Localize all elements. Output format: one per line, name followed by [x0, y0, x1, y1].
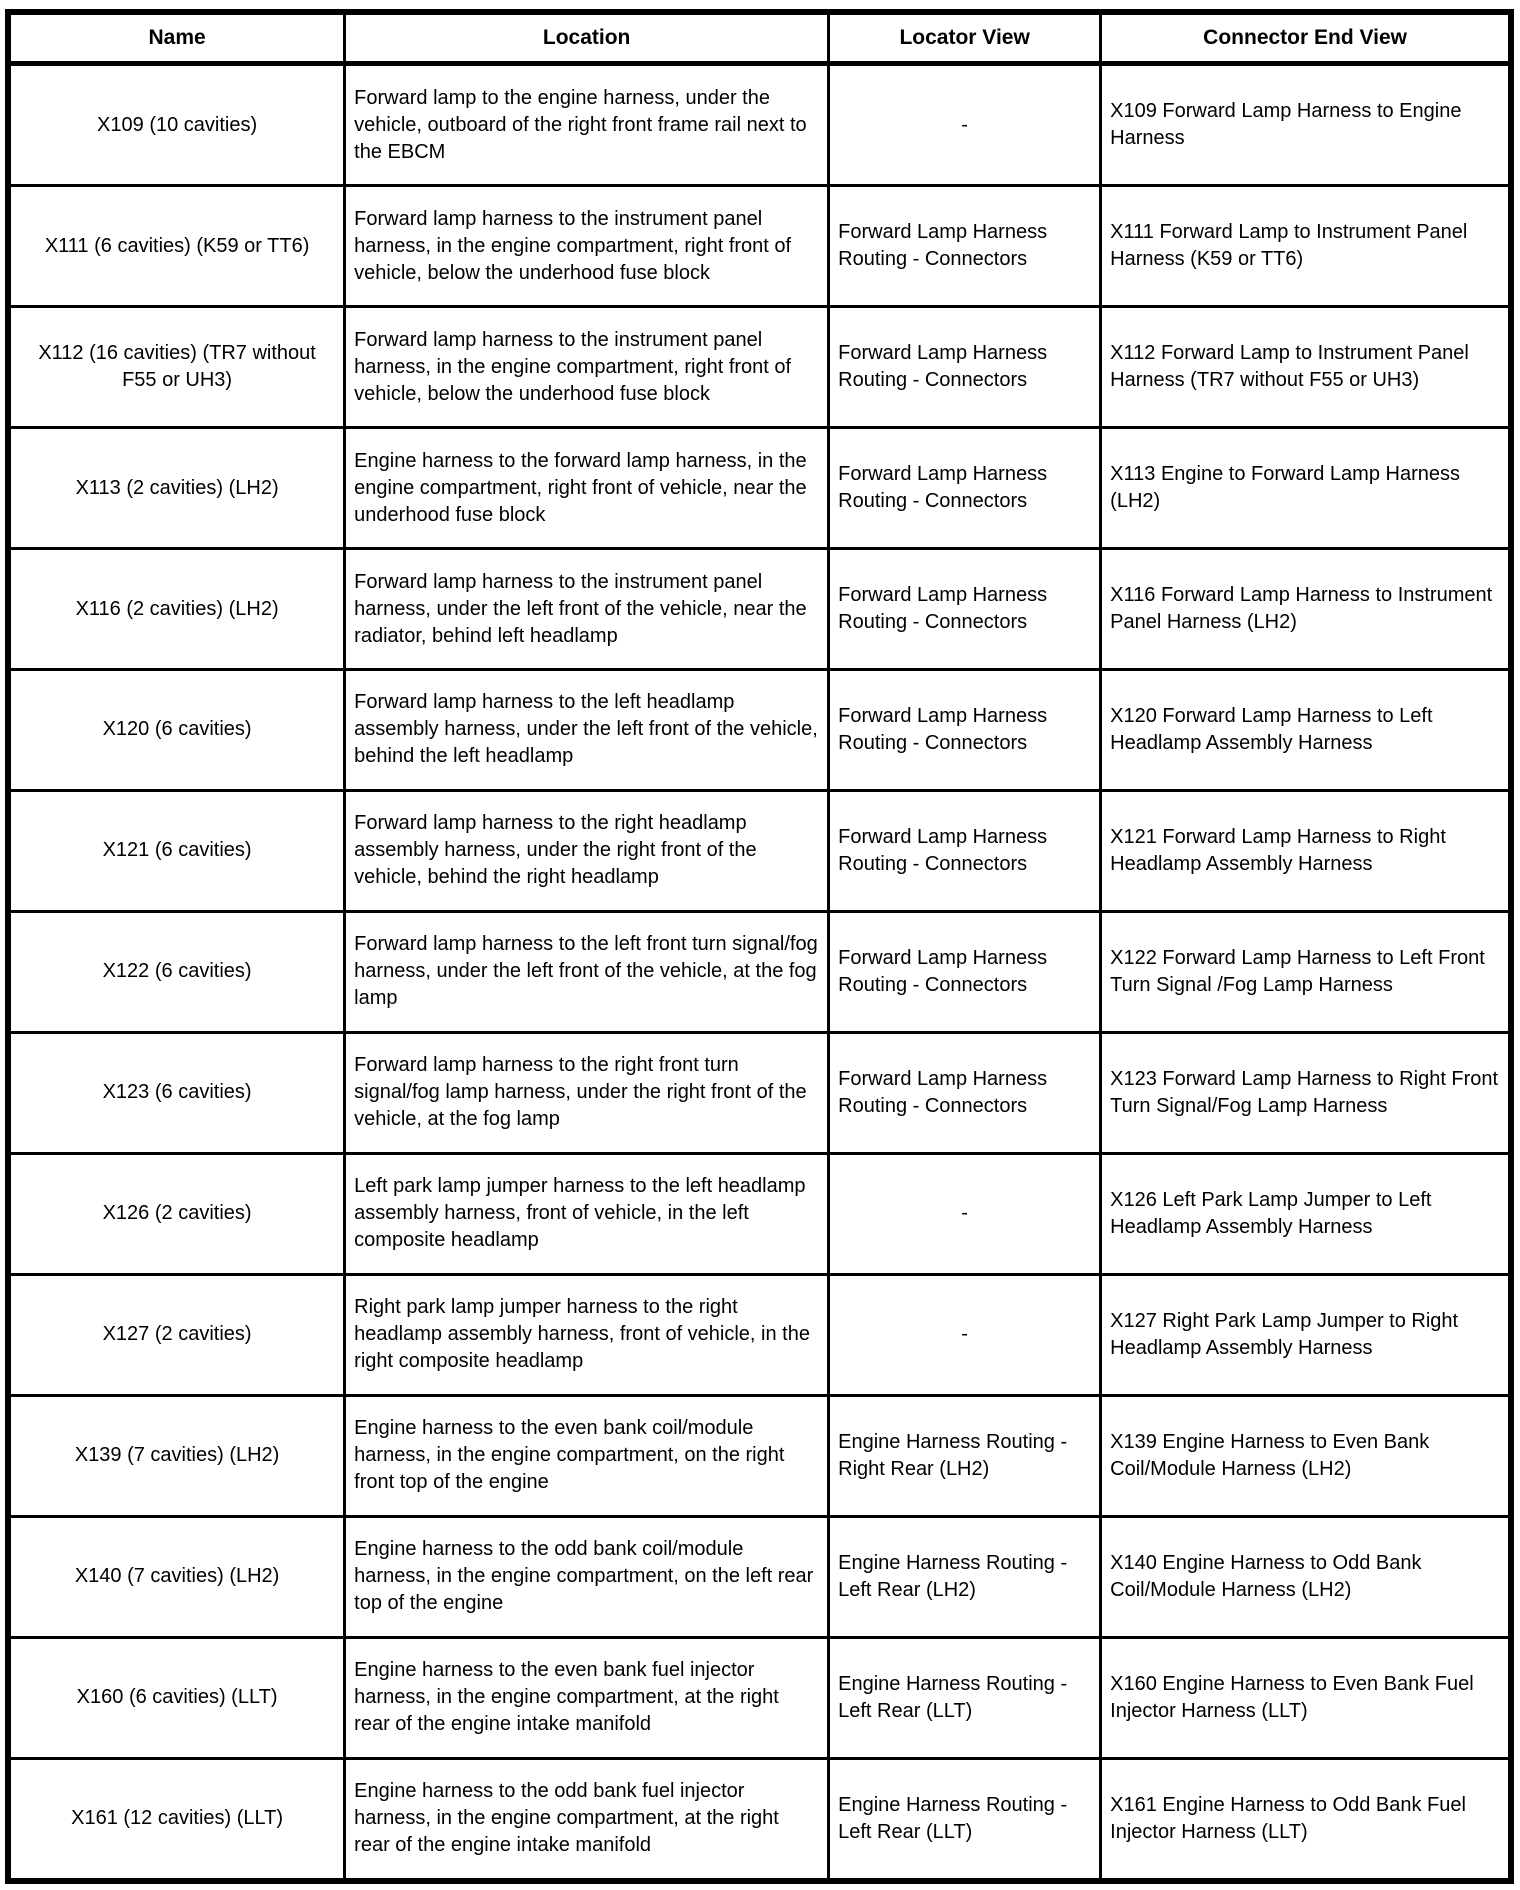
location-cell: Forward lamp harness to the left headlam… — [343, 667, 831, 792]
table-row: X112 (16 cavities) (TR7 without F55 or U… — [6, 305, 1513, 430]
location-cell: Engine harness to the forward lamp harne… — [343, 426, 831, 551]
locator-view-cell: Forward Lamp Harness Routing - Connector… — [827, 305, 1103, 430]
connector-end-view-cell: X111 Forward Lamp to Instrument Panel Ha… — [1099, 184, 1513, 309]
name-cell: X123 (6 cavities) — [6, 1030, 347, 1155]
name-cell: X113 (2 cavities) (LH2) — [6, 426, 347, 551]
table-row: X140 (7 cavities) (LH2) Engine harness t… — [6, 1514, 1513, 1639]
table-row: X127 (2 cavities) Right park lamp jumper… — [6, 1272, 1513, 1397]
table-row: X116 (2 cavities) (LH2) Forward lamp har… — [6, 547, 1513, 671]
name-cell: X121 (6 cavities) — [6, 788, 347, 913]
connector-end-view-cell: X126 Left Park Lamp Jumper to Left Headl… — [1099, 1151, 1513, 1276]
table-row: X109 (10 cavities) Forward lamp to the e… — [6, 61, 1513, 188]
location-cell: Left park lamp jumper harness to the lef… — [343, 1151, 831, 1276]
locator-view-cell: Forward Lamp Harness Routing - Connector… — [827, 547, 1103, 671]
name-cell: X127 (2 cavities) — [6, 1272, 347, 1397]
name-cell: X160 (6 cavities) (LLT) — [6, 1635, 347, 1760]
table-row: X122 (6 cavities) Forward lamp harness t… — [6, 909, 1513, 1034]
connector-end-view-cell: X121 Forward Lamp Harness to Right Headl… — [1099, 788, 1513, 913]
connector-end-view-cell: X116 Forward Lamp Harness to Instrument … — [1099, 547, 1513, 671]
locator-view-cell: Forward Lamp Harness Routing - Connector… — [827, 426, 1103, 551]
table-row: X113 (2 cavities) (LH2) Engine harness t… — [6, 426, 1513, 551]
connector-end-view-cell: X161 Engine Harness to Odd Bank Fuel Inj… — [1099, 1756, 1513, 1883]
location-cell: Forward lamp harness to the instrument p… — [343, 547, 831, 671]
name-cell: X139 (7 cavities) (LH2) — [6, 1393, 347, 1518]
locator-view-cell: Forward Lamp Harness Routing - Connector… — [827, 788, 1103, 913]
location-cell: Forward lamp to the engine harness, unde… — [343, 61, 831, 188]
connector-table: Name Location Locator View Connector End… — [5, 9, 1514, 1884]
location-cell: Engine harness to the even bank fuel inj… — [343, 1635, 831, 1760]
location-cell: Forward lamp harness to the left front t… — [343, 909, 831, 1034]
locator-view-cell: - — [827, 1272, 1103, 1397]
table-row: X120 (6 cavities) Forward lamp harness t… — [6, 667, 1513, 792]
name-cell: X116 (2 cavities) (LH2) — [6, 547, 347, 671]
locator-view-cell: Engine Harness Routing - Left Rear (LLT) — [827, 1635, 1103, 1760]
connector-end-view-cell: X109 Forward Lamp Harness to Engine Harn… — [1099, 61, 1513, 188]
table-row: X123 (6 cavities) Forward lamp harness t… — [6, 1030, 1513, 1155]
connector-end-view-cell: X140 Engine Harness to Odd Bank Coil/Mod… — [1099, 1514, 1513, 1639]
locator-view-cell: Forward Lamp Harness Routing - Connector… — [827, 909, 1103, 1034]
col-header-connector-end-view: Connector End View — [1099, 10, 1513, 66]
locator-view-cell: Engine Harness Routing - Right Rear (LH2… — [827, 1393, 1103, 1518]
locator-view-cell: Forward Lamp Harness Routing - Connector… — [827, 667, 1103, 792]
table-row: X139 (7 cavities) (LH2) Engine harness t… — [6, 1393, 1513, 1518]
connector-end-view-cell: X122 Forward Lamp Harness to Left Front … — [1099, 909, 1513, 1034]
connector-end-view-cell: X123 Forward Lamp Harness to Right Front… — [1099, 1030, 1513, 1155]
location-cell: Engine harness to the even bank coil/mod… — [343, 1393, 831, 1518]
locator-view-cell: - — [827, 61, 1103, 188]
name-cell: X112 (16 cavities) (TR7 without F55 or U… — [6, 305, 347, 430]
name-cell: X140 (7 cavities) (LH2) — [6, 1514, 347, 1639]
connector-end-view-cell: X112 Forward Lamp to Instrument Panel Ha… — [1099, 305, 1513, 430]
connector-end-view-cell: X139 Engine Harness to Even Bank Coil/Mo… — [1099, 1393, 1513, 1518]
connector-end-view-cell: X120 Forward Lamp Harness to Left Headla… — [1099, 667, 1513, 792]
col-header-locator-view: Locator View — [827, 10, 1103, 66]
col-header-location: Location — [343, 10, 831, 66]
table-row: X121 (6 cavities) Forward lamp harness t… — [6, 788, 1513, 913]
location-cell: Forward lamp harness to the right headla… — [343, 788, 831, 913]
connector-end-view-cell: X127 Right Park Lamp Jumper to Right Hea… — [1099, 1272, 1513, 1397]
table-row: X160 (6 cavities) (LLT) Engine harness t… — [6, 1635, 1513, 1760]
location-cell: Engine harness to the odd bank coil/modu… — [343, 1514, 831, 1639]
location-cell: Forward lamp harness to the instrument p… — [343, 305, 831, 430]
locator-view-cell: Forward Lamp Harness Routing - Connector… — [827, 1030, 1103, 1155]
location-cell: Forward lamp harness to the right front … — [343, 1030, 831, 1155]
table-row: X161 (12 cavities) (LLT) Engine harness … — [6, 1756, 1513, 1883]
table-row: X111 (6 cavities) (K59 or TT6) Forward l… — [6, 184, 1513, 309]
locator-view-cell: Engine Harness Routing - Left Rear (LLT) — [827, 1756, 1103, 1883]
location-cell: Right park lamp jumper harness to the ri… — [343, 1272, 831, 1397]
name-cell: X122 (6 cavities) — [6, 909, 347, 1034]
location-cell: Engine harness to the odd bank fuel inje… — [343, 1756, 831, 1883]
connector-end-view-cell: X160 Engine Harness to Even Bank Fuel In… — [1099, 1635, 1513, 1760]
table-row: X126 (2 cavities) Left park lamp jumper … — [6, 1151, 1513, 1276]
locator-view-cell: - — [827, 1151, 1103, 1276]
col-header-name: Name — [6, 10, 347, 66]
connector-end-view-cell: X113 Engine to Forward Lamp Harness (LH2… — [1099, 426, 1513, 551]
locator-view-cell: Forward Lamp Harness Routing - Connector… — [827, 184, 1103, 309]
name-cell: X109 (10 cavities) — [6, 61, 347, 188]
name-cell: X126 (2 cavities) — [6, 1151, 347, 1276]
location-cell: Forward lamp harness to the instrument p… — [343, 184, 831, 309]
locator-view-cell: Engine Harness Routing - Left Rear (LH2) — [827, 1514, 1103, 1639]
name-cell: X120 (6 cavities) — [6, 667, 347, 792]
header-row: Name Location Locator View Connector End… — [6, 10, 1513, 66]
name-cell: X161 (12 cavities) (LLT) — [6, 1756, 347, 1883]
name-cell: X111 (6 cavities) (K59 or TT6) — [6, 184, 347, 309]
